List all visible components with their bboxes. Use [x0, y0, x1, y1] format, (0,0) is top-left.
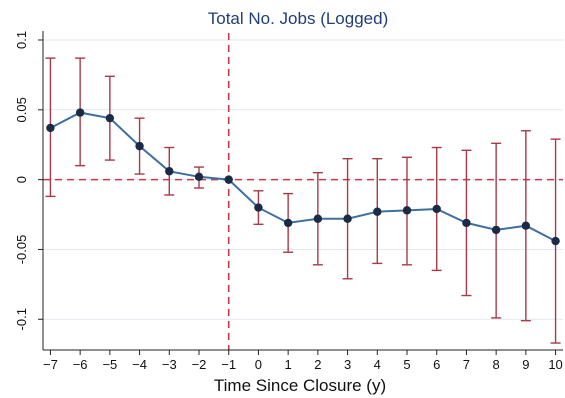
axes: 0.1 0.05 0 -0.05 -0.1 −7 −6 −5 −4 −3 −2 −1 0 1 2 3 4 5 6 7 8…: [14, 31, 563, 372]
chart-title: Total No. Jobs (Logged): [208, 9, 389, 28]
x-tick-label: 10: [548, 357, 562, 372]
y-tick-label: 0.05: [14, 97, 29, 122]
data-point: [46, 123, 55, 133]
x-axis-label: Time Since Closure (y): [214, 376, 386, 395]
data-point: [165, 167, 174, 176]
confidence-intervals: [45, 57, 561, 344]
x-tick-label: 0: [255, 357, 262, 372]
x-tick-label: 1: [285, 357, 292, 372]
x-tick-label: −6: [73, 357, 88, 372]
x-tick-label: −2: [192, 357, 207, 372]
x-tick-label: 8: [493, 357, 500, 372]
data-point: [551, 236, 560, 246]
point-markers: [46, 108, 560, 246]
x-tick-label: 3: [344, 357, 351, 372]
data-point: [432, 204, 441, 214]
y-tick-label: -0.1: [14, 308, 29, 330]
reference-lines: [43, 33, 563, 350]
y-tick-label: 0.1: [14, 31, 29, 49]
data-point: [283, 218, 293, 228]
data-point: [343, 214, 352, 223]
data-point: [313, 214, 323, 223]
data-point: [224, 175, 233, 184]
x-tick-label: −1: [221, 357, 236, 372]
x-tick-label: −4: [132, 357, 147, 372]
data-point: [521, 221, 531, 230]
data-point: [75, 108, 85, 117]
x-tick-label: 5: [403, 357, 410, 372]
y-tick-label: 0: [14, 176, 29, 183]
y-tick-label: -0.05: [14, 235, 29, 265]
x-tick-label: −3: [162, 357, 177, 372]
data-point: [254, 203, 263, 212]
x-tick-label: 4: [374, 357, 381, 372]
data-point: [105, 113, 115, 123]
data-point: [194, 172, 204, 182]
x-tick-label: 7: [463, 357, 470, 372]
x-tick-label: 9: [522, 357, 529, 372]
x-tick-label: 2: [314, 357, 321, 372]
x-tick-label: −7: [43, 357, 58, 372]
data-point: [373, 207, 382, 216]
x-tick-label: 6: [433, 357, 440, 372]
series-line: [49, 111, 557, 242]
data-point: [402, 206, 412, 215]
data-point: [135, 141, 144, 151]
x-tick-label: −5: [102, 357, 117, 372]
estimate-line: [49, 111, 557, 242]
data-point: [462, 218, 471, 228]
data-point: [491, 225, 501, 235]
